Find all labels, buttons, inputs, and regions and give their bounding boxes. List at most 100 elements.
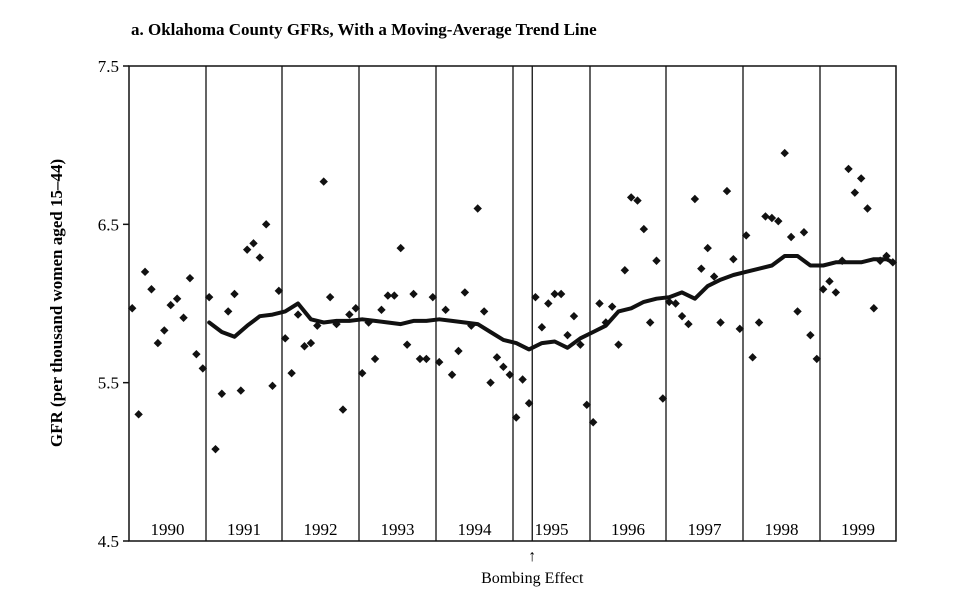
data-point <box>338 405 348 414</box>
data-point <box>300 342 309 351</box>
data-point <box>377 305 386 315</box>
data-point <box>211 444 220 454</box>
data-point <box>888 258 898 267</box>
data-point <box>639 224 649 234</box>
data-point <box>499 362 508 372</box>
data-point <box>255 253 265 262</box>
data-point <box>486 378 495 387</box>
data-point <box>172 294 182 303</box>
data-point <box>582 400 591 410</box>
data-point <box>281 334 290 343</box>
data-point <box>703 243 712 253</box>
year-label: 1997 <box>688 520 723 539</box>
data-point <box>697 264 706 273</box>
y-tick-label: 6.5 <box>98 215 119 234</box>
data-point <box>179 313 188 322</box>
y-axis-ticks: 4.5 5.5 6.5 7.5 <box>98 57 129 551</box>
data-point <box>422 354 431 364</box>
data-point <box>607 302 617 311</box>
data-point <box>748 353 757 362</box>
data-point <box>409 289 418 299</box>
data-point <box>875 256 885 265</box>
data-point <box>198 364 207 373</box>
trend-line-group <box>207 254 895 352</box>
data-point <box>479 307 489 316</box>
data-point <box>325 292 335 302</box>
data-point <box>645 318 655 327</box>
data-point <box>601 318 611 327</box>
data-point <box>319 177 328 186</box>
data-point <box>690 194 700 204</box>
data-point <box>531 292 540 302</box>
data-point <box>441 305 450 315</box>
data-point <box>882 251 891 261</box>
chart-title: a. Oklahoma County GFRs, With a Moving-A… <box>131 20 597 39</box>
data-point <box>236 386 246 395</box>
data-point <box>447 370 457 379</box>
data-point <box>831 288 841 297</box>
data-point <box>383 291 393 300</box>
data-point <box>153 338 163 348</box>
data-point <box>505 370 514 379</box>
data-point <box>633 196 642 205</box>
data-point <box>595 299 604 308</box>
data-point <box>818 285 828 294</box>
data-point <box>396 243 405 253</box>
data-point <box>677 311 687 321</box>
data-point <box>524 399 534 408</box>
bombing-annotation: ↑ Bombing Effect <box>481 548 584 587</box>
data-point <box>261 220 271 229</box>
data-point <box>620 266 630 275</box>
data-point <box>313 321 322 330</box>
data-point <box>364 318 373 327</box>
data-point <box>140 267 150 277</box>
year-label: 1994 <box>458 520 493 539</box>
data-point <box>223 307 233 316</box>
data-point <box>556 289 566 299</box>
year-label: 1992 <box>304 520 338 539</box>
data-point <box>812 354 821 364</box>
data-point <box>684 319 693 329</box>
data-point <box>774 216 783 226</box>
data-point <box>665 297 674 307</box>
data-point <box>134 410 143 419</box>
bombing-effect-label: Bombing Effect <box>481 570 584 587</box>
data-point <box>825 277 834 286</box>
year-labels: 1990 1991 1992 1993 1994 1995 1996 1997 1998 1999 <box>151 520 876 539</box>
year-label: 1996 <box>611 520 645 539</box>
data-point <box>537 323 547 332</box>
data-point <box>856 174 866 183</box>
year-label: 1990 <box>151 520 185 539</box>
data-point <box>166 300 175 310</box>
data-point <box>435 357 444 367</box>
data-point <box>204 292 214 302</box>
data-point <box>370 354 380 364</box>
data-point <box>160 326 169 335</box>
data-point <box>428 292 437 302</box>
data-point <box>306 338 316 348</box>
data-point <box>351 304 360 313</box>
data-point <box>147 285 156 294</box>
data-point <box>230 289 239 299</box>
data-point <box>793 307 802 316</box>
data-point <box>512 413 521 422</box>
data-point <box>786 232 796 242</box>
data-point <box>658 394 668 403</box>
data-point <box>128 304 137 313</box>
data-point <box>754 318 764 327</box>
data-point <box>780 148 789 158</box>
year-label: 1999 <box>841 520 875 539</box>
year-label: 1998 <box>765 520 799 539</box>
y-axis-label: GFR (per thousand women aged 15–44) <box>47 159 66 447</box>
y-tick-label: 4.5 <box>98 532 119 551</box>
data-point <box>709 272 719 281</box>
data-point <box>716 318 725 327</box>
data-point <box>588 418 598 427</box>
year-label: 1993 <box>381 520 415 539</box>
data-point <box>844 164 853 174</box>
data-point <box>268 381 277 391</box>
bombing-arrow-icon: ↑ <box>528 548 536 565</box>
moving-average-trend-line <box>207 254 895 352</box>
